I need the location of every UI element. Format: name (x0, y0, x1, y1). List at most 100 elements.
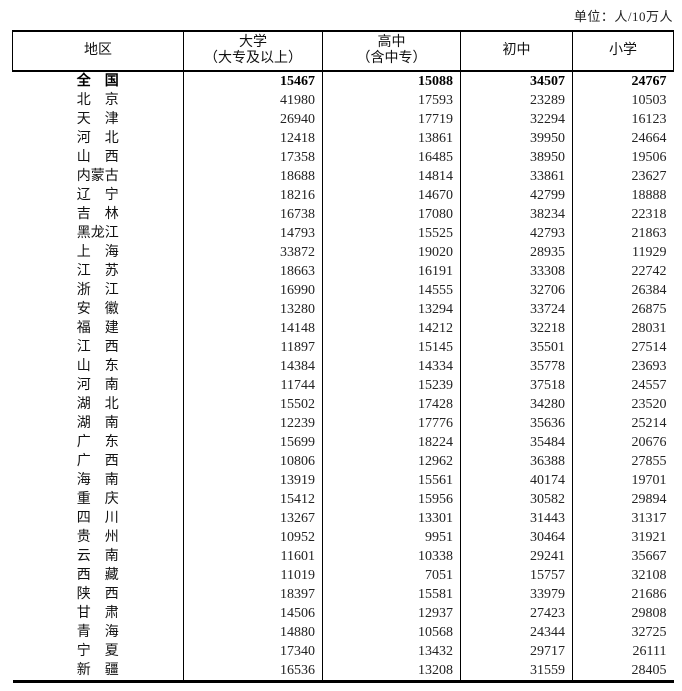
column-header-primary: 小学 (572, 31, 674, 71)
value-university: 11019 (183, 566, 323, 585)
region-name: 四 川 (12, 509, 184, 528)
region-name: 江 西 (12, 338, 184, 357)
value-highschool: 17428 (322, 395, 461, 414)
education-attainment-table: 地区 大学 （大专及以上） 高中 （含中专） 初中 小学 (12, 30, 674, 683)
value-highschool: 15145 (322, 338, 461, 357)
table-row: 吉 林 16738 17080 38234 22318 (12, 205, 674, 224)
value-highschool: 15239 (322, 376, 461, 395)
value-highschool: 10338 (322, 547, 461, 566)
table-row: 云 南 11601 10338 29241 35667 (12, 547, 674, 566)
table-row: 浙 江 16990 14555 32706 26384 (12, 281, 674, 300)
value-highschool: 10568 (322, 623, 461, 642)
region-name: 吉 林 (12, 205, 184, 224)
region-name: 湖 南 (12, 414, 184, 433)
table-row: 广 西 10806 12962 36388 27855 (12, 452, 674, 471)
value-primary: 21863 (631, 226, 667, 241)
table-row: 山 西 17358 16485 38950 19506 (12, 148, 674, 167)
value-university: 13919 (183, 471, 323, 490)
region-name: 全 国 (12, 71, 184, 91)
column-label: 初中 (502, 42, 531, 58)
value-university: 10806 (183, 452, 323, 471)
region-name: 内蒙古 (12, 167, 184, 186)
value-juniorhigh: 40174 (460, 471, 573, 490)
value-juniorhigh: 38234 (460, 205, 573, 224)
value-juniorhigh: 36388 (460, 452, 573, 471)
value-primary: 22742 (631, 264, 667, 279)
table-row: 四 川 13267 13301 31443 31317 (12, 509, 674, 528)
value-highschool: 13294 (322, 300, 461, 319)
region-name: 重 庆 (12, 490, 184, 509)
value-university: 18663 (183, 262, 323, 281)
table-body: 全 国 15467 15088 34507 24767 北 京 41980 17… (12, 71, 674, 682)
value-highschool: 12962 (322, 452, 461, 471)
table-row: 江 苏 18663 16191 33308 22742 (12, 262, 674, 281)
table-row: 贵 州 10952 9951 30464 31921 (12, 528, 674, 547)
value-juniorhigh: 35636 (460, 414, 573, 433)
value-primary: 24767 (631, 74, 667, 89)
table-row: 海 南 13919 15561 40174 19701 (12, 471, 674, 490)
value-university: 41980 (183, 91, 323, 110)
table-row: 福 建 14148 14212 32218 28031 (12, 319, 674, 338)
region-name: 青 海 (12, 623, 184, 642)
value-university: 14148 (183, 319, 323, 338)
value-primary: 31317 (631, 511, 667, 526)
value-primary: 19506 (631, 150, 667, 165)
value-university: 18397 (183, 585, 323, 604)
region-name: 北 京 (12, 91, 184, 110)
value-juniorhigh: 29241 (460, 547, 573, 566)
value-primary: 18888 (631, 188, 667, 203)
column-label: 大学 (239, 34, 267, 50)
value-highschool: 17080 (322, 205, 461, 224)
value-highschool: 15956 (322, 490, 461, 509)
value-primary: 28405 (631, 663, 667, 678)
value-juniorhigh: 24344 (460, 623, 573, 642)
value-highschool: 14670 (322, 186, 461, 205)
value-university: 15699 (183, 433, 323, 452)
value-juniorhigh: 31559 (460, 661, 573, 682)
table-row: 新 疆 16536 13208 31559 28405 (12, 661, 674, 682)
value-juniorhigh: 33308 (460, 262, 573, 281)
value-university: 13280 (183, 300, 323, 319)
table-row: 河 北 12418 13861 39950 24664 (12, 129, 674, 148)
table-row: 宁 夏 17340 13432 29717 26111 (12, 642, 674, 661)
region-name: 广 西 (12, 452, 184, 471)
region-name: 山 西 (12, 148, 184, 167)
region-name: 安 徽 (12, 300, 184, 319)
table-row: 内蒙古 18688 14814 33861 23627 (12, 167, 674, 186)
value-highschool: 17593 (322, 91, 461, 110)
value-primary: 27855 (631, 454, 667, 469)
value-university: 12239 (183, 414, 323, 433)
value-primary: 11929 (632, 245, 667, 260)
region-name: 黑龙江 (12, 224, 184, 243)
region-name: 江 苏 (12, 262, 184, 281)
value-juniorhigh: 35778 (460, 357, 573, 376)
value-highschool: 17719 (322, 110, 461, 129)
value-highschool: 19020 (322, 243, 461, 262)
region-name: 甘 肃 (12, 604, 184, 623)
region-name: 湖 北 (12, 395, 184, 414)
value-juniorhigh: 35501 (460, 338, 573, 357)
table-row: 安 徽 13280 13294 33724 26875 (12, 300, 674, 319)
column-label: 地区 (84, 42, 112, 58)
value-university: 11897 (183, 338, 323, 357)
value-university: 16738 (183, 205, 323, 224)
value-highschool: 7051 (322, 566, 461, 585)
table-row: 广 东 15699 18224 35484 20676 (12, 433, 674, 452)
value-university: 33872 (183, 243, 323, 262)
value-primary: 22318 (631, 207, 667, 222)
value-juniorhigh: 34280 (460, 395, 573, 414)
value-highschool: 13861 (322, 129, 461, 148)
value-juniorhigh: 29717 (460, 642, 573, 661)
table-row: 河 南 11744 15239 37518 24557 (12, 376, 674, 395)
value-highschool: 9951 (322, 528, 461, 547)
value-primary: 21686 (631, 587, 667, 602)
value-juniorhigh: 15757 (460, 566, 573, 585)
value-university: 15412 (183, 490, 323, 509)
value-university: 17358 (183, 148, 323, 167)
value-primary: 28031 (631, 321, 667, 336)
value-university: 11744 (183, 376, 323, 395)
region-name: 西 藏 (12, 566, 184, 585)
column-header-region: 地区 (12, 31, 184, 71)
table-row: 甘 肃 14506 12937 27423 29808 (12, 604, 674, 623)
